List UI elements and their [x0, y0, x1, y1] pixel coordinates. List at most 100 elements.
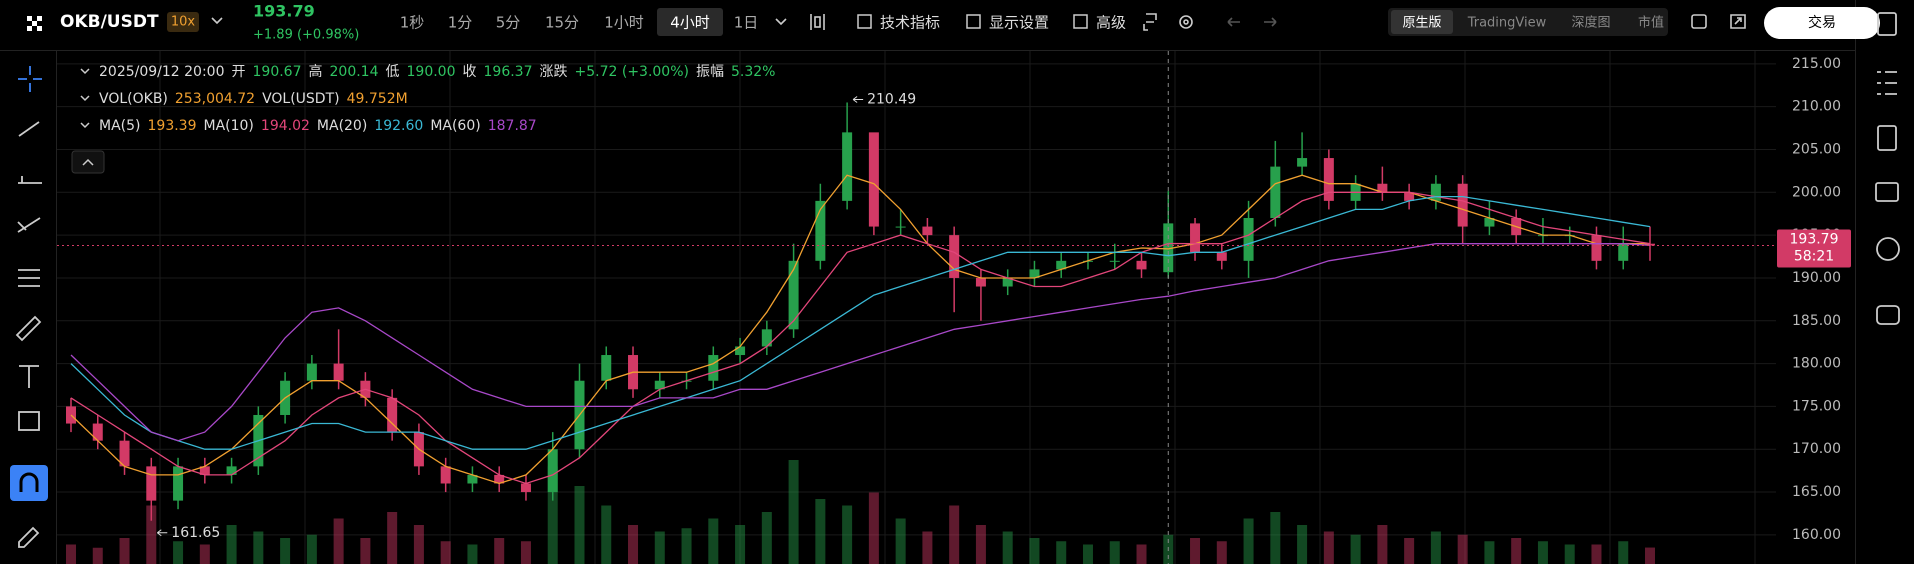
volume-bar — [66, 544, 76, 564]
trade-button-label[interactable]: 交易 — [1808, 14, 1836, 31]
plot: 160.00 165.00 170.00 175.00 180.00 185.00 190.… — [57, 51, 1851, 564]
candle-body — [1136, 260, 1147, 270]
layout-icon[interactable] — [1143, 13, 1157, 31]
pencil-tool[interactable] — [18, 526, 40, 548]
volume-bar — [1056, 541, 1067, 564]
window-icon[interactable] — [1691, 14, 1707, 29]
tool[interactable]: 高级 — [1096, 14, 1126, 32]
candle-body — [601, 355, 612, 381]
y-tick-label: 210.00 — [1792, 99, 1841, 115]
symbol-dropdown[interactable] — [211, 17, 223, 25]
volume-bar — [1190, 538, 1201, 564]
timeframe[interactable]: 1秒 — [400, 14, 425, 32]
annotation-arrow — [852, 96, 864, 103]
volume-bar — [1591, 544, 1602, 564]
candle-body — [1216, 252, 1227, 261]
candle-body — [520, 483, 531, 493]
right-sidebar — [1875, 12, 1900, 325]
toolbar-icons — [1143, 13, 1277, 31]
legend-value: +5.72 (+3.00%) — [575, 64, 689, 80]
fib-tool[interactable] — [17, 217, 41, 233]
volume-bar — [628, 525, 639, 564]
timeframe[interactable]: 5分 — [496, 14, 521, 32]
timeframe[interactable]: 1小时 — [604, 14, 644, 32]
volume-bar — [387, 512, 398, 564]
view-tab[interactable]: 市值 — [1638, 15, 1664, 31]
candle-body — [1404, 192, 1415, 201]
volume-bar — [975, 525, 986, 564]
crosshair-tool[interactable] — [18, 66, 42, 92]
trade-button[interactable] — [1764, 7, 1880, 39]
volume-bar — [306, 534, 317, 564]
magnet-tool[interactable] — [19, 472, 39, 492]
view-tab[interactable]: TradingView — [1467, 16, 1547, 31]
volume-bar — [815, 499, 826, 564]
leverage[interactable]: 10x — [171, 15, 196, 30]
tool-icon[interactable] — [1073, 14, 1088, 29]
number-tool[interactable] — [18, 176, 42, 184]
legend-series-value: 192.60 — [374, 118, 423, 134]
undo-icon[interactable] — [1227, 17, 1240, 27]
candle-body — [1484, 218, 1495, 227]
timeframe[interactable]: 15分 — [545, 14, 579, 32]
legend-toggle[interactable] — [80, 95, 90, 102]
line-tool[interactable] — [18, 121, 40, 137]
shape-tool[interactable] — [18, 411, 40, 431]
ruler-tool[interactable] — [15, 315, 42, 342]
y-tick-label: 190.00 — [1792, 270, 1841, 286]
symbol[interactable]: OKB/USDT — [60, 12, 159, 32]
tool-icon[interactable] — [857, 14, 872, 29]
settings-icon[interactable] — [1179, 15, 1193, 29]
candle-body — [1645, 243, 1655, 246]
collapse-button[interactable] — [71, 150, 105, 174]
candle-body — [494, 474, 505, 484]
candle-body — [1270, 166, 1281, 219]
timeframe-dropdown[interactable] — [775, 18, 787, 26]
magnet-tool-bg[interactable] — [10, 465, 48, 501]
legend-label: VOL(OKB) — [99, 91, 168, 107]
view-tab[interactable]: 深度图 — [1571, 15, 1610, 31]
legend-label: 收 — [463, 64, 477, 80]
volume-bar — [413, 525, 424, 564]
timeframe[interactable]: 1分 — [448, 14, 473, 32]
volume-bar — [949, 505, 960, 564]
tool[interactable]: 显示设置 — [989, 14, 1049, 32]
book-icon[interactable] — [1877, 125, 1897, 151]
volume-bar — [1484, 541, 1495, 564]
candle-body — [815, 200, 826, 261]
collapse-icon[interactable] — [82, 158, 94, 166]
redo-icon[interactable] — [1264, 17, 1277, 27]
header-price: 193.79 — [253, 2, 315, 21]
timeframe[interactable]: 4小时 — [670, 14, 710, 32]
bot-icon[interactable] — [1876, 305, 1900, 325]
orders-icon[interactable] — [1877, 12, 1897, 36]
volume-bar — [1564, 544, 1575, 564]
list-icon[interactable] — [1877, 71, 1897, 95]
candle-body — [1430, 183, 1441, 201]
y-tick-label: 175.00 — [1792, 398, 1841, 414]
chart-icon[interactable] — [1875, 182, 1899, 202]
volume-bar — [280, 538, 291, 564]
candle-body — [761, 329, 772, 347]
volume-bar — [1243, 518, 1254, 564]
chat-icon[interactable] — [1876, 237, 1900, 261]
candle-body — [1323, 158, 1334, 201]
candle-body — [735, 346, 746, 356]
legend-toggle[interactable] — [80, 122, 90, 129]
tool-icon[interactable] — [966, 14, 981, 29]
chart-type-icon[interactable] — [810, 14, 825, 30]
view-tab[interactable]: 原生版 — [1402, 16, 1441, 31]
text-tool[interactable] — [19, 365, 39, 388]
legend-toggle[interactable] — [80, 68, 90, 75]
candle-body — [1109, 260, 1120, 262]
timeframe[interactable]: 1日 — [734, 14, 759, 32]
logo — [27, 16, 42, 31]
volume-bar — [1216, 541, 1227, 564]
fullscreen-icon[interactable] — [1730, 14, 1746, 29]
pattern-tool[interactable] — [18, 269, 40, 287]
tool[interactable]: 技术指标 — [880, 14, 940, 32]
legend-series-name: MA(10) — [204, 118, 254, 134]
leverage-badge[interactable] — [167, 12, 199, 32]
candle-body — [146, 466, 157, 501]
legend-series-name: MA(20) — [317, 118, 367, 134]
